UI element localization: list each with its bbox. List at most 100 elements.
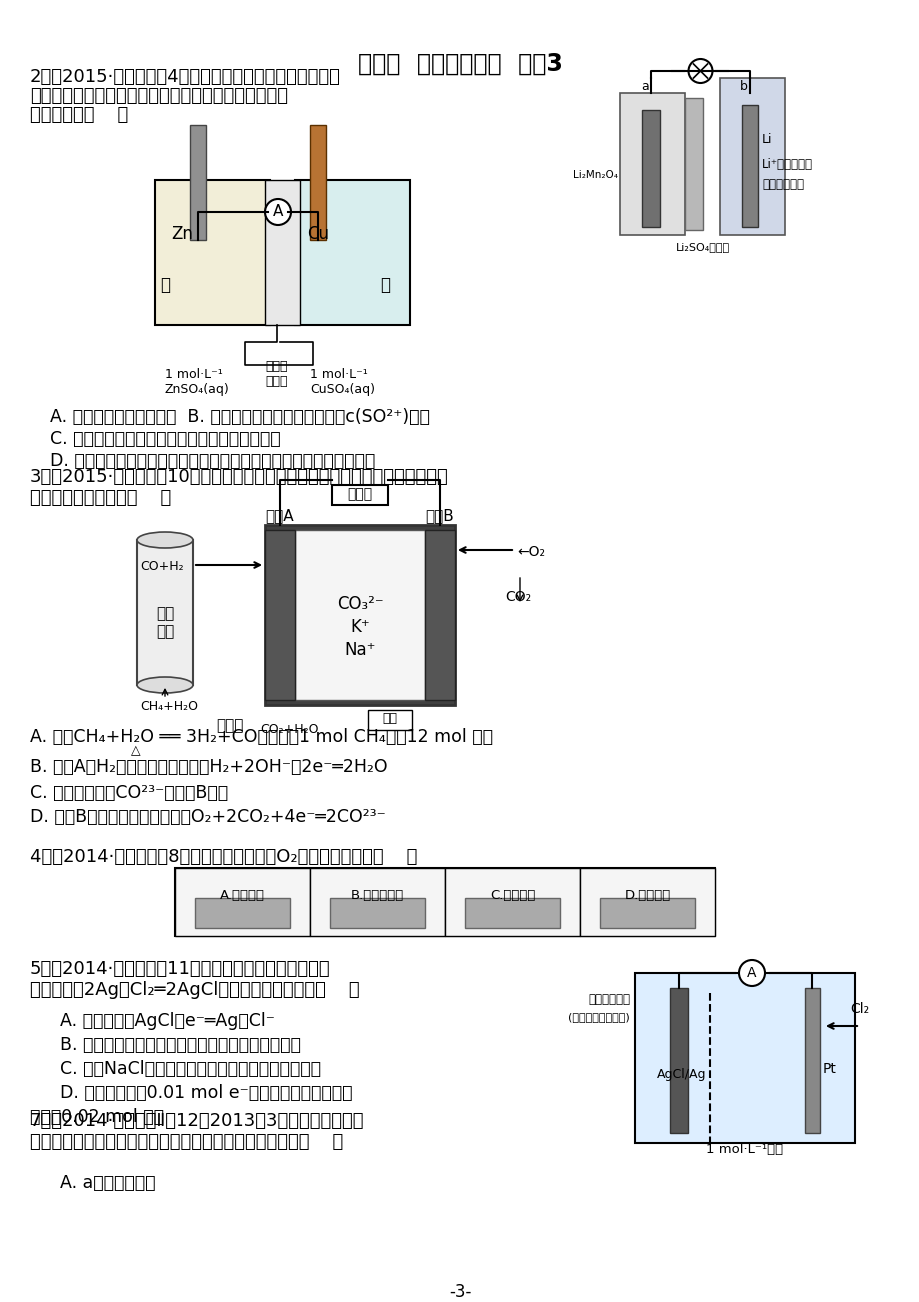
Text: D. 阴阳离子分别通过交换膜向负极和正极移动，保持溶液中电荷平衡: D. 阴阳离子分别通过交换膜向负极和正极移动，保持溶液中电荷平衡 xyxy=(50,452,375,470)
Bar xyxy=(599,898,694,928)
Bar xyxy=(465,898,559,928)
Text: Li₂Mn₂O₄: Li₂Mn₂O₄ xyxy=(573,171,618,180)
Text: 催化剂: 催化剂 xyxy=(216,717,244,733)
Circle shape xyxy=(738,960,765,986)
Bar xyxy=(295,530,425,700)
Bar xyxy=(368,710,412,730)
Text: 3．（2015·江苏化学，10）一种熔融碳酸盐燃料电池原理示意如图。下列有关该: 3．（2015·江苏化学，10）一种熔融碳酸盐燃料电池原理示意如图。下列有关该 xyxy=(30,467,448,486)
Ellipse shape xyxy=(137,533,193,548)
Text: A. 正极反应为AgCl＋e⁻═Ag＋Cl⁻: A. 正极反应为AgCl＋e⁻═Ag＋Cl⁻ xyxy=(60,1012,275,1030)
Text: Pt: Pt xyxy=(823,1062,836,1075)
Text: b: b xyxy=(739,79,747,92)
Text: B. 放电时，交换膜右侧溶液中有大量白色沉淀生成: B. 放电时，交换膜右侧溶液中有大量白色沉淀生成 xyxy=(60,1036,301,1055)
Bar xyxy=(619,92,685,234)
Circle shape xyxy=(687,59,711,83)
Text: 1 mol·L⁻¹盐酸: 1 mol·L⁻¹盐酸 xyxy=(706,1143,783,1156)
Bar xyxy=(137,540,193,685)
Text: D.镍镉电池: D.镍镉电池 xyxy=(624,889,670,902)
Text: 7．（2014·课标全国Ⅱ，12）2013年3月我国科学家报道: 7．（2014·课标全国Ⅱ，12）2013年3月我国科学家报道 xyxy=(30,1112,364,1130)
Text: Cu: Cu xyxy=(307,225,329,243)
Bar xyxy=(190,125,206,240)
Text: 用电器: 用电器 xyxy=(347,487,372,501)
Text: ZnSO₄(aq): ZnSO₄(aq) xyxy=(165,383,230,396)
Text: a: a xyxy=(641,79,648,92)
Text: 池总反应为2Ag＋Cl₂═2AgCl。下列说法正确的是（    ）: 池总反应为2Ag＋Cl₂═2AgCl。下列说法正确的是（ ） xyxy=(30,980,359,999)
Text: 电极B: 电极B xyxy=(425,508,454,523)
Bar xyxy=(634,973,854,1143)
Text: ←O₂: ←O₂ xyxy=(516,546,544,559)
Text: Zn: Zn xyxy=(171,225,193,243)
Bar xyxy=(425,530,455,700)
Text: 5．（2014·福建理综，11）某原电池装置如图所示，电: 5．（2014·福建理综，11）某原电池装置如图所示，电 xyxy=(30,960,330,978)
Text: CO₂: CO₂ xyxy=(505,590,530,604)
Text: △: △ xyxy=(131,743,141,756)
Text: Cl₂: Cl₂ xyxy=(849,1003,868,1016)
Bar xyxy=(195,898,289,928)
Text: CH₄+H₂O: CH₄+H₂O xyxy=(140,700,198,713)
Text: 原电池  新型化学电源  专练3: 原电池 新型化学电源 专练3 xyxy=(357,52,562,76)
Bar xyxy=(265,180,300,326)
Bar xyxy=(804,988,819,1133)
Text: D. 电极B上发生的电极反应为：O₂+2CO₂+4e⁻═2CO²³⁻: D. 电极B上发生的电极反应为：O₂+2CO₂+4e⁻═2CO²³⁻ xyxy=(30,809,385,825)
Text: 乙: 乙 xyxy=(380,276,390,294)
Bar xyxy=(310,125,325,240)
Text: D. 当电路中转移0.01 mol e⁻时，交换膜左侧溶液中: D. 当电路中转移0.01 mol e⁻时，交换膜左侧溶液中 xyxy=(60,1085,352,1101)
Text: 约减少0.02 mol 离子: 约减少0.02 mol 离子 xyxy=(30,1108,164,1126)
Text: 1 mol·L⁻¹: 1 mol·L⁻¹ xyxy=(310,368,368,381)
Bar xyxy=(579,868,714,936)
Bar xyxy=(685,98,702,230)
Bar xyxy=(332,486,388,505)
Text: C.铅蓄电池: C.铅蓄电池 xyxy=(489,889,535,902)
Bar xyxy=(641,109,659,227)
Text: 阳离子: 阳离子 xyxy=(266,359,288,372)
Text: CuSO₄(aq): CuSO₄(aq) xyxy=(310,383,375,396)
Ellipse shape xyxy=(137,677,193,693)
Text: -3-: -3- xyxy=(448,1282,471,1301)
Bar xyxy=(310,868,445,936)
Text: Na⁺: Na⁺ xyxy=(344,641,375,659)
Text: 催化
重整: 催化 重整 xyxy=(155,607,174,639)
Bar xyxy=(265,525,455,704)
Text: K⁺: K⁺ xyxy=(350,618,369,635)
Bar xyxy=(175,868,714,936)
Text: Li₂SO₄水溶液: Li₂SO₄水溶液 xyxy=(675,242,729,253)
Text: B.氢燃料电池: B.氢燃料电池 xyxy=(350,889,403,902)
Text: C. 电池工作一段时间后，乙池溶液的总质量增加: C. 电池工作一段时间后，乙池溶液的总质量增加 xyxy=(50,430,280,448)
Text: 述正确的是（    ）: 述正确的是（ ） xyxy=(30,105,128,124)
Bar xyxy=(265,530,295,700)
Text: B. 电极A上H₂参与的电极反应为：H₂+2OH⁻－2e⁻═2H₂O: B. 电极A上H₂参与的电极反应为：H₂+2OH⁻－2e⁻═2H₂O xyxy=(30,758,387,776)
Text: 电极A: 电极A xyxy=(266,508,294,523)
Bar xyxy=(175,868,310,936)
Text: 聚合物电解质: 聚合物电解质 xyxy=(761,178,803,191)
Text: A. 铜电极上发生氧化反应  B. 电池工作一段时间后，甲池的c(SO²⁺)减小: A. 铜电极上发生氧化反应 B. 电池工作一段时间后，甲池的c(SO²⁺)减小 xyxy=(50,408,429,426)
Text: 交换膜: 交换膜 xyxy=(266,375,288,388)
Text: 了如图所示的水溶液锂离子电池体系。下列叙述错误的是（    ）: 了如图所示的水溶液锂离子电池体系。下列叙述错误的是（ ） xyxy=(30,1133,343,1151)
Text: A: A xyxy=(273,204,283,220)
Text: 2．（2015·天津理综，4）锌铜原电池装置如图所示，其中: 2．（2015·天津理综，4）锌铜原电池装置如图所示，其中 xyxy=(30,68,341,86)
Text: CO₂+H₂O: CO₂+H₂O xyxy=(260,723,318,736)
Text: C. 若用NaCl溶液代替盐酸，则电池总反应随之改变: C. 若用NaCl溶液代替盐酸，则电池总反应随之改变 xyxy=(60,1060,321,1078)
Text: 甲: 甲 xyxy=(160,276,170,294)
Text: 4．（2014·北京理综，8）下列电池工作时，O₂在正极放电的是（    ）: 4．（2014·北京理综，8）下列电池工作时，O₂在正极放电的是（ ） xyxy=(30,848,417,866)
Text: 阳离子交换膜: 阳离子交换膜 xyxy=(587,993,630,1006)
Text: (只允许阳离子通过): (只允许阳离子通过) xyxy=(568,1012,630,1022)
Bar xyxy=(720,78,784,234)
Text: 1 mol·L⁻¹: 1 mol·L⁻¹ xyxy=(165,368,222,381)
Text: 脱水: 脱水 xyxy=(382,712,397,725)
Bar xyxy=(295,180,410,326)
Text: A: A xyxy=(746,966,756,980)
Text: CO₃²⁻: CO₃²⁻ xyxy=(336,595,383,613)
Bar xyxy=(330,898,425,928)
Text: A. 反应CH₄+H₂O ══ 3H₂+CO，每消耗1 mol CH₄转移12 mol 电子: A. 反应CH₄+H₂O ══ 3H₂+CO，每消耗1 mol CH₄转移12 … xyxy=(30,728,493,746)
Text: A. a为电池的正极: A. a为电池的正极 xyxy=(60,1174,155,1193)
Text: C. 电池工作时，CO²³⁻向电极B移动: C. 电池工作时，CO²³⁻向电极B移动 xyxy=(30,784,228,802)
Bar xyxy=(445,868,579,936)
Text: AgCl/Ag: AgCl/Ag xyxy=(656,1068,706,1081)
Bar xyxy=(154,180,269,326)
Circle shape xyxy=(265,199,290,225)
Bar xyxy=(742,105,757,227)
Bar xyxy=(669,988,687,1133)
Text: 阳离子交换膜只允许阳离子和水分子通过，下列有关叙: 阳离子交换膜只允许阳离子和水分子通过，下列有关叙 xyxy=(30,87,288,105)
Text: Li: Li xyxy=(761,133,772,146)
Text: 电池的说法正确的是（    ）: 电池的说法正确的是（ ） xyxy=(30,490,171,506)
